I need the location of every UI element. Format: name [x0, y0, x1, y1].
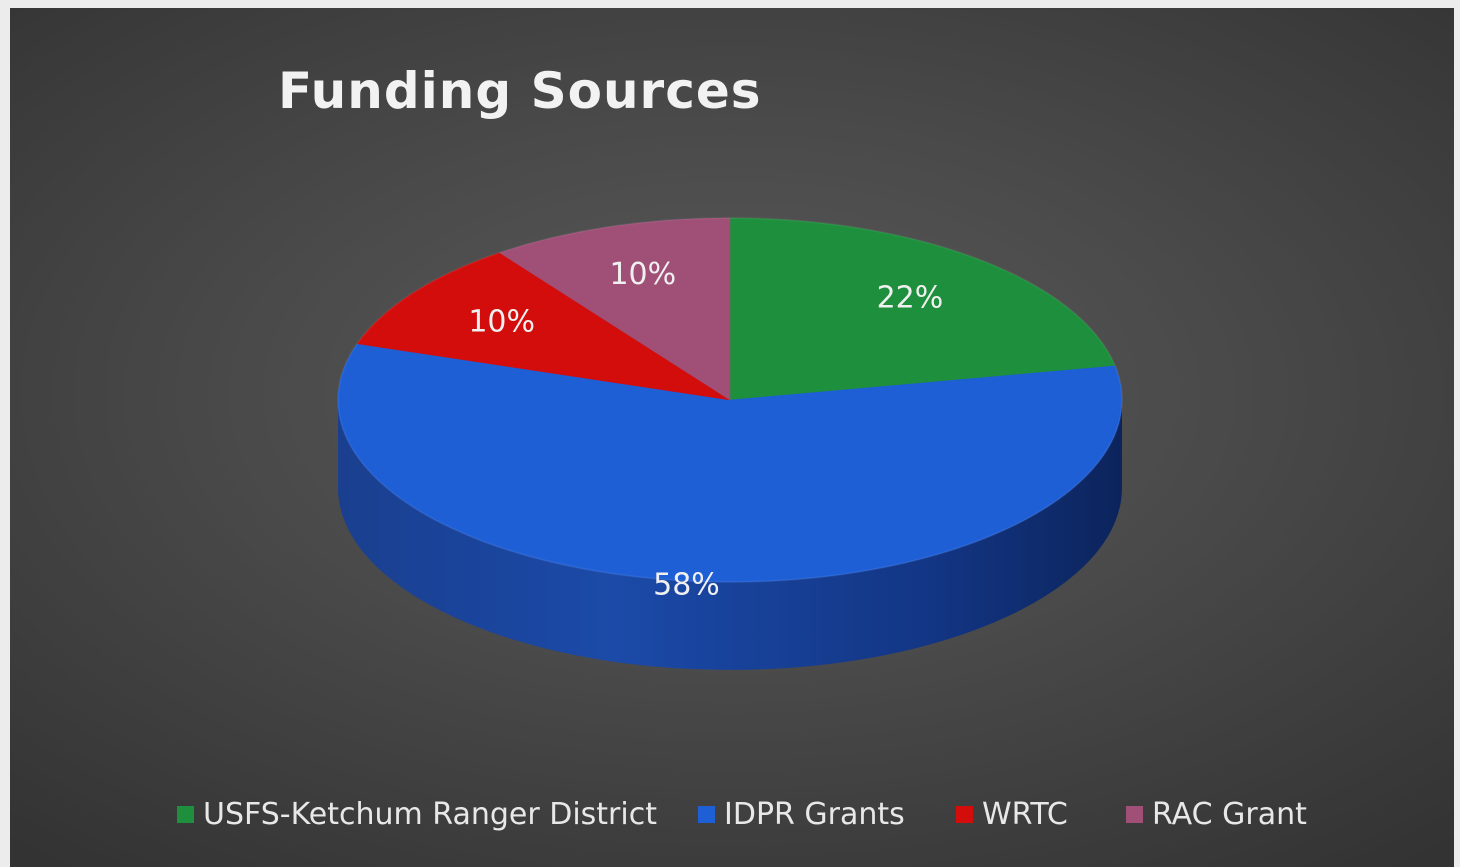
legend-swatch-rac: [1126, 805, 1143, 823]
legend-item-usfs: USFS-Ketchum Ranger District: [177, 792, 657, 836]
legend-label-wrtc: WRTC: [982, 796, 1068, 832]
legend-label-rac: RAC Grant: [1152, 796, 1307, 832]
pie-chart: 22% 58% 10% 10%: [337, 217, 1123, 670]
legend-label-usfs: USFS-Ketchum Ranger District: [203, 796, 657, 832]
legend-item-rac: RAC Grant: [1126, 792, 1307, 836]
chart-title: Funding Sources: [278, 62, 762, 120]
data-label-idpr: 58%: [653, 567, 720, 602]
legend: USFS-Ketchum Ranger District IDPR Grants…: [10, 792, 1454, 836]
legend-swatch-usfs: [177, 805, 194, 823]
pie-slice-wrtc: [356, 252, 731, 401]
data-label-wrtc: 10%: [468, 304, 535, 339]
data-label-usfs: 22%: [877, 281, 944, 316]
legend-label-idpr: IDPR Grants: [724, 796, 905, 832]
chart-area: Funding Sources 22% 58% 10% 10% USFS-Ketchu…: [10, 8, 1454, 867]
data-label-rac: 10%: [609, 257, 676, 292]
legend-item-wrtc: WRTC: [956, 792, 1068, 836]
pie-side-wall: [338, 400, 1122, 670]
legend-swatch-wrtc: [956, 805, 973, 823]
pie-slice-idpr: [337, 343, 1123, 583]
legend-item-idpr: IDPR Grants: [698, 792, 905, 836]
legend-swatch-idpr: [698, 805, 715, 823]
pie-slice-usfs: [729, 217, 1116, 401]
pie-rim: [337, 217, 1123, 583]
pie-slice-rac: [499, 217, 731, 401]
